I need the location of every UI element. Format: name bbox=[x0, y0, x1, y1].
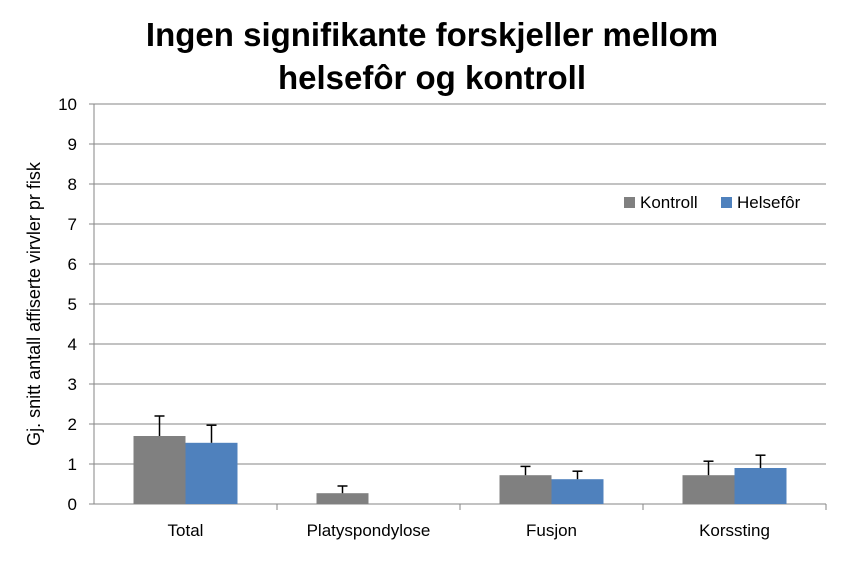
y-tick-label: 2 bbox=[68, 415, 77, 434]
legend-label: Kontroll bbox=[640, 193, 698, 212]
x-category-labels: Total Platyspondylose Fusjon Korssting bbox=[168, 521, 770, 540]
y-tick-label: 1 bbox=[68, 455, 77, 474]
x-category-label: Platyspondylose bbox=[307, 521, 431, 540]
x-category-label: Total bbox=[168, 521, 204, 540]
chart-title: Ingen signifikante forskjeller mellom hel… bbox=[146, 16, 718, 96]
x-category-label: Fusjon bbox=[526, 521, 577, 540]
bar-helsef-r bbox=[734, 468, 787, 504]
bar-kontroll bbox=[499, 475, 552, 504]
bar-kontroll bbox=[133, 436, 186, 504]
y-tick-label: 4 bbox=[68, 335, 77, 354]
chart-title-line: Ingen signifikante forskjeller mellom bbox=[146, 16, 718, 53]
legend: Kontroll Helsefôr bbox=[624, 193, 801, 212]
bars bbox=[133, 436, 787, 504]
y-tick-label: 8 bbox=[68, 175, 77, 194]
y-tick-label: 7 bbox=[68, 215, 77, 234]
chart-title-line: helsefôr og kontroll bbox=[278, 59, 586, 96]
bar-helsef-r bbox=[185, 442, 238, 504]
y-tick-label: 3 bbox=[68, 375, 77, 394]
bar-kontroll bbox=[316, 493, 369, 504]
legend-swatch bbox=[624, 197, 635, 208]
y-tick-label: 10 bbox=[58, 95, 77, 114]
bar-helsef-r bbox=[551, 479, 604, 504]
y-axis-title: Gj. snitt antall affiserte virvler pr fi… bbox=[24, 161, 44, 446]
y-tick-labels: 0 1 2 3 4 5 6 7 8 9 10 bbox=[58, 95, 77, 514]
y-tick-label: 6 bbox=[68, 255, 77, 274]
error-bars bbox=[154, 415, 766, 494]
y-tick-label: 9 bbox=[68, 135, 77, 154]
x-category-label: Korssting bbox=[699, 521, 770, 540]
y-tick-label: 0 bbox=[68, 495, 77, 514]
legend-label: Helsefôr bbox=[737, 193, 801, 212]
legend-swatch bbox=[721, 197, 732, 208]
y-tick-label: 5 bbox=[68, 295, 77, 314]
bar-kontroll bbox=[682, 475, 735, 504]
